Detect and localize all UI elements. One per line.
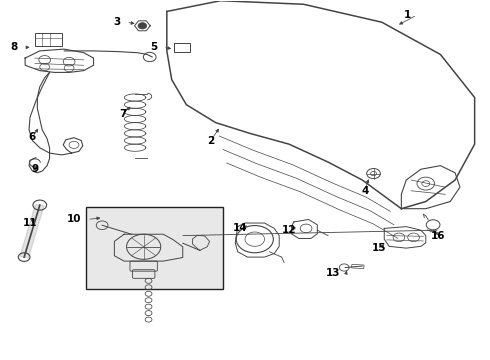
Polygon shape [20, 204, 44, 258]
Text: 16: 16 [431, 231, 445, 240]
Bar [86, 207, 223, 289]
Bar [351, 264, 364, 269]
Text: 1: 1 [404, 10, 411, 20]
Text: 9: 9 [31, 164, 38, 174]
Text: 3: 3 [113, 17, 121, 27]
Text: 8: 8 [11, 42, 18, 52]
Text: 15: 15 [372, 243, 387, 253]
Bar [35, 33, 62, 45]
Text: 14: 14 [233, 224, 247, 233]
Text: 4: 4 [361, 186, 368, 196]
Text: 12: 12 [282, 225, 296, 235]
Bar [174, 42, 190, 51]
Circle shape [138, 23, 147, 29]
Text: 2: 2 [207, 136, 215, 145]
Text: 10: 10 [67, 215, 81, 224]
Text: 11: 11 [23, 218, 37, 228]
Text: 6: 6 [29, 132, 36, 142]
Text: 13: 13 [326, 268, 340, 278]
Text: 7: 7 [119, 109, 126, 119]
Text: 5: 5 [150, 42, 157, 52]
